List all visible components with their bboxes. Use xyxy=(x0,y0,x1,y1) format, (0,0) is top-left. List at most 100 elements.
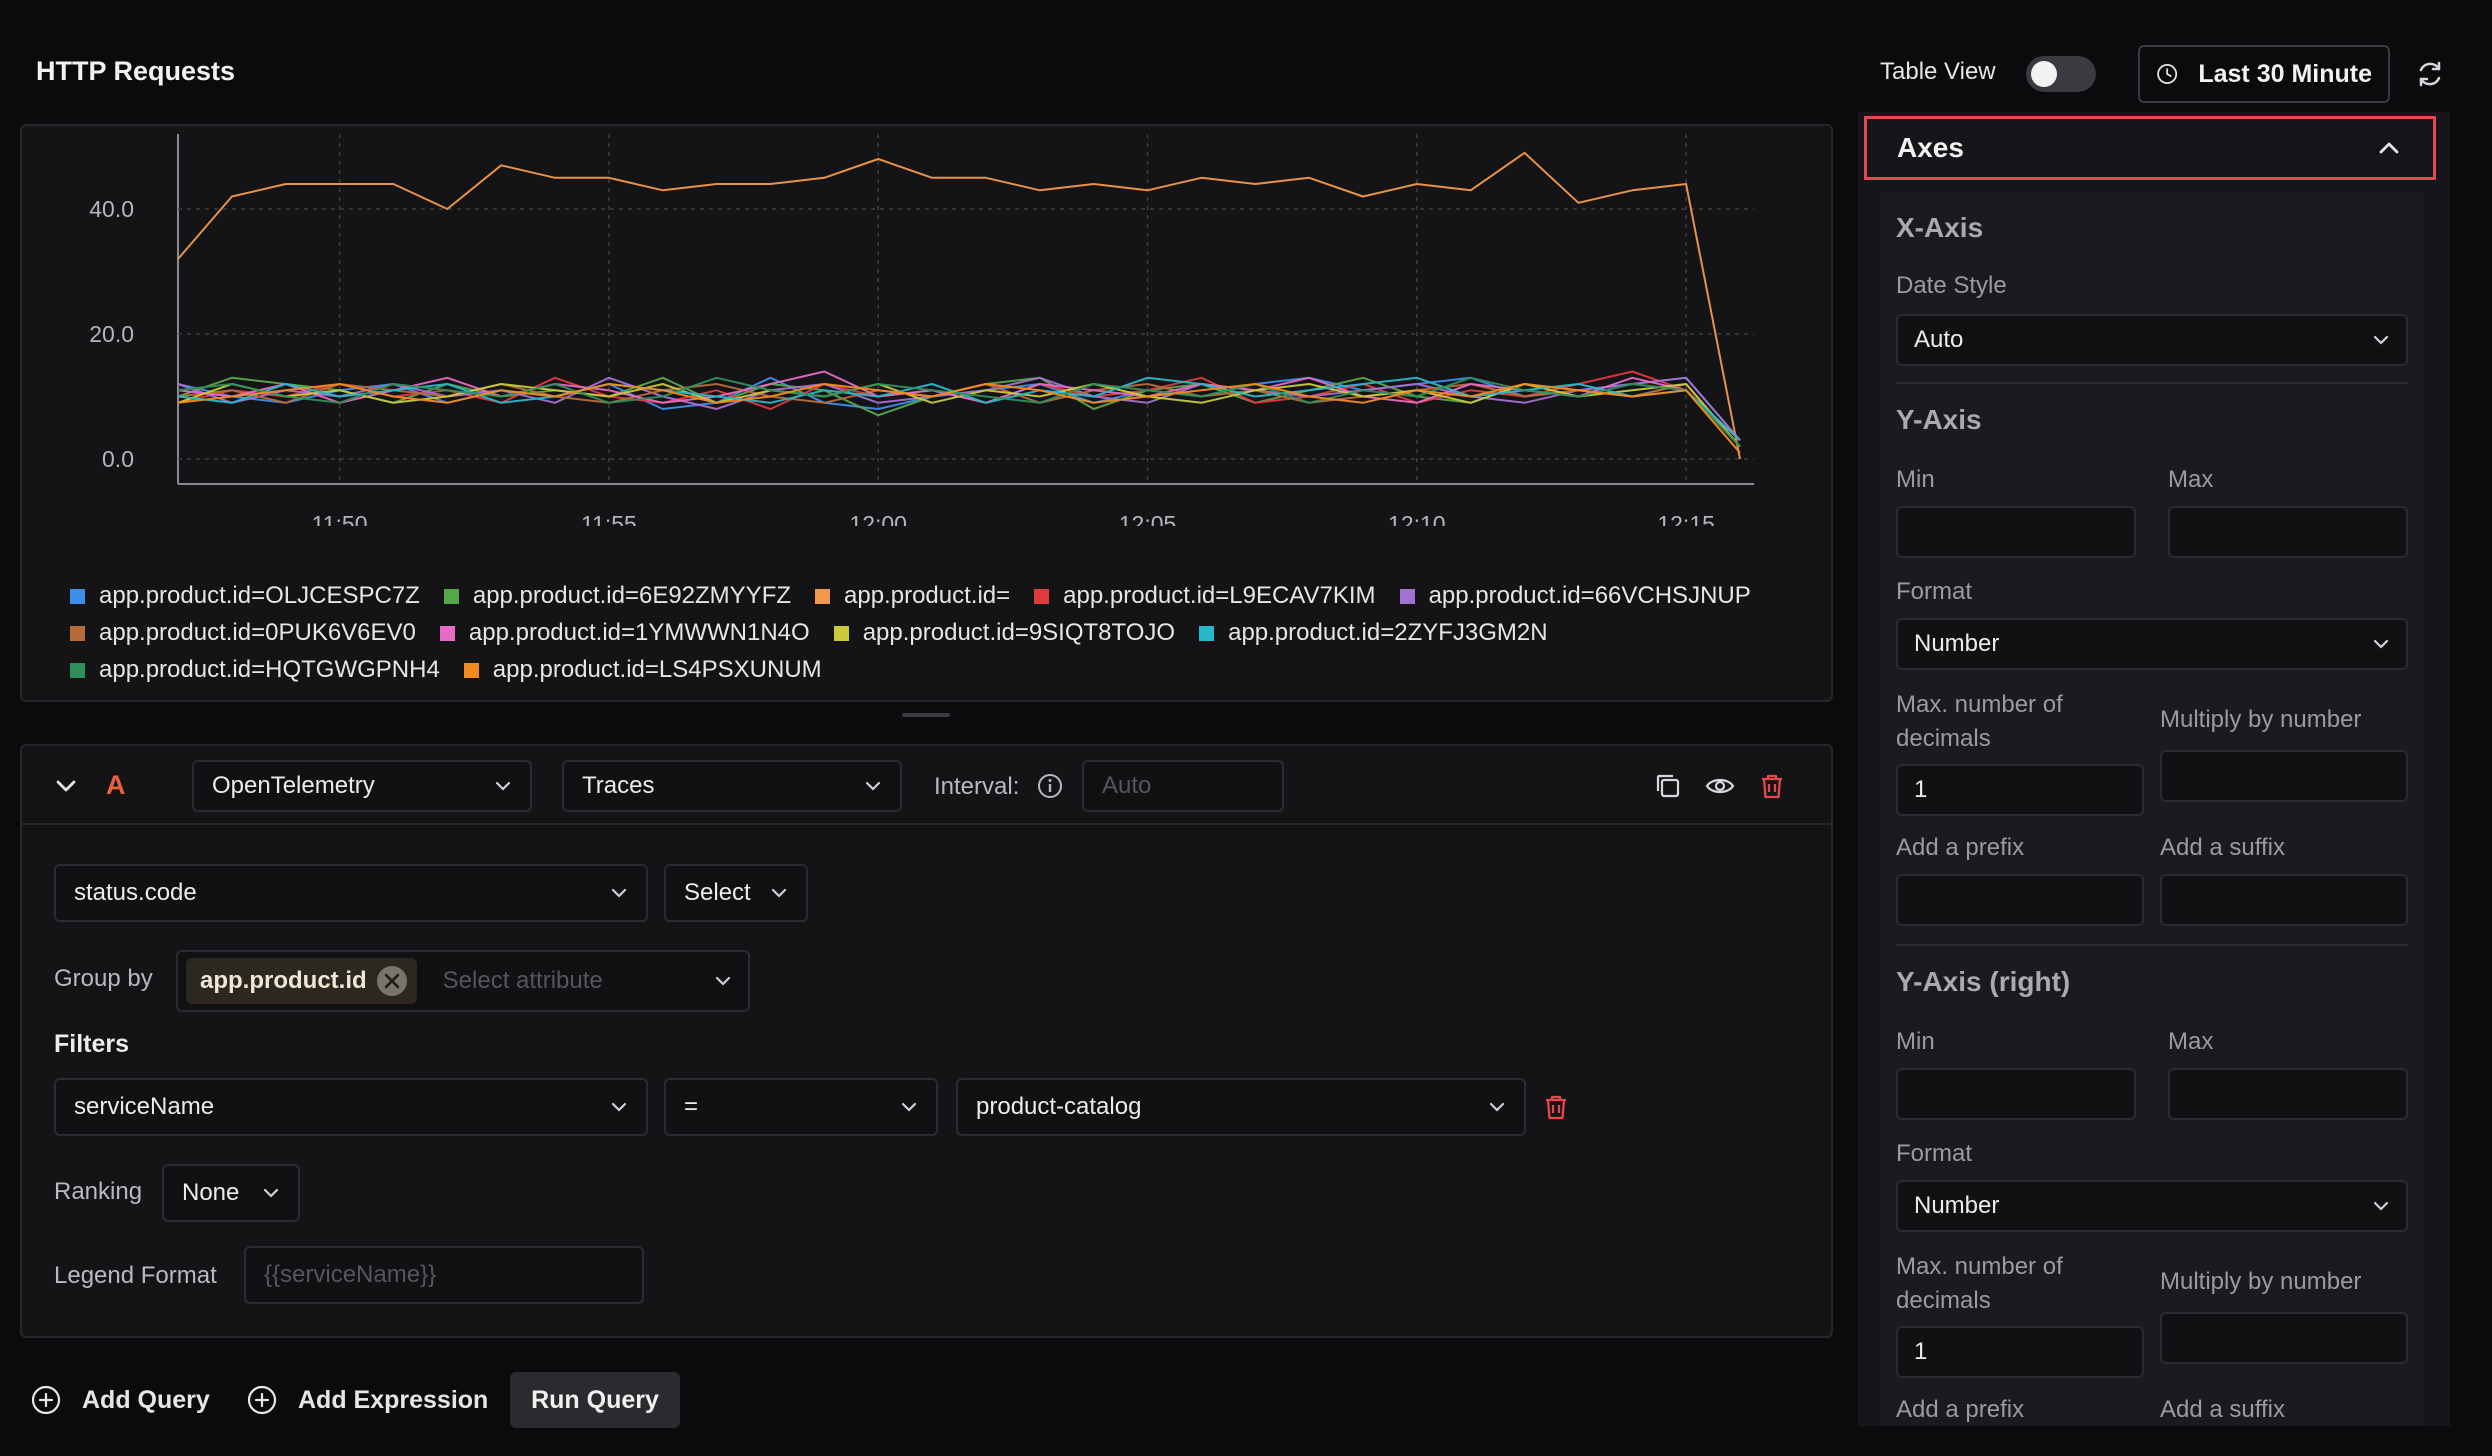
yr-max-input[interactable] xyxy=(2168,1068,2408,1120)
y-multiply-input[interactable] xyxy=(2160,750,2408,802)
date-style-label: Date Style xyxy=(1896,272,2007,299)
divider xyxy=(22,823,1831,825)
chevron-down-icon xyxy=(2373,335,2389,345)
y-tick-label: 20.0 xyxy=(89,321,134,347)
x-tick-label: 12:00 xyxy=(849,511,907,526)
y-max-input[interactable] xyxy=(2168,506,2408,558)
filter-key-select[interactable]: serviceName xyxy=(54,1078,648,1136)
y-axis-right-title: Y-Axis (right) xyxy=(1896,966,2071,997)
yr-decimals-label-line2: decimals xyxy=(1896,1287,1991,1314)
run-query-button[interactable]: Run Query xyxy=(510,1372,680,1428)
legend-label: app.product.id=0PUK6V6EV0 xyxy=(99,619,416,646)
yr-multiply-input[interactable] xyxy=(2160,1312,2408,1364)
legend-swatch xyxy=(833,625,849,641)
time-range-button[interactable]: Last 30 Minute xyxy=(2138,45,2390,103)
legend-swatch xyxy=(815,588,831,604)
legend-item[interactable]: app.product.id=66VCHSJNUP xyxy=(1399,582,1751,610)
x-tick-label: 12:05 xyxy=(1119,511,1177,526)
ranking-label: Ranking xyxy=(54,1178,143,1205)
legend-item[interactable]: app.product.id=1YMWWN1N4O xyxy=(439,619,810,647)
delete-query-icon[interactable] xyxy=(1756,770,1788,802)
legend-swatch xyxy=(70,662,85,678)
add-expression-label: Add Expression xyxy=(298,1385,489,1414)
legend-item[interactable]: app.product.id=L9ECAV7KIM xyxy=(1034,582,1376,610)
legend-label: app.product.id=1YMWWN1N4O xyxy=(468,619,810,646)
filter-operator-value: = xyxy=(684,1093,699,1120)
interval-label: Interval: xyxy=(934,773,1020,800)
delete-filter-icon[interactable] xyxy=(1540,1091,1572,1123)
toggle-knob xyxy=(2031,61,2057,87)
legend-swatch xyxy=(439,625,455,641)
chevron-down-icon xyxy=(771,888,787,898)
legend-label: app.product.id=OLJCESPC7Z xyxy=(99,582,420,609)
legend-item[interactable]: app.product.id=0PUK6V6EV0 xyxy=(70,619,416,647)
legend-format-input[interactable]: {{serviceName}} xyxy=(244,1246,644,1304)
copy-icon[interactable] xyxy=(1652,770,1684,802)
legend-swatch xyxy=(1034,588,1050,604)
legend-label: app.product.id=2ZYFJ3GM2N xyxy=(1228,619,1548,646)
filter-operator-select[interactable]: = xyxy=(664,1078,938,1136)
legend-swatch xyxy=(1199,625,1215,641)
table-view-label: Table View xyxy=(1880,58,1996,85)
series-line-2 xyxy=(177,151,1741,460)
legend-swatch xyxy=(463,662,479,678)
chevron-down-icon xyxy=(263,1188,279,1198)
interval-placeholder: Auto xyxy=(1102,772,1152,799)
axes-section-header[interactable]: Axes xyxy=(1864,116,2436,180)
y-format-label: Format xyxy=(1896,578,1973,605)
y-min-label: Min xyxy=(1896,466,1935,493)
legend-item[interactable]: app.product.id=OLJCESPC7Z xyxy=(70,582,420,610)
group-by-tag-label: app.product.id xyxy=(200,967,367,994)
x-tick-label: 11:55 xyxy=(581,511,637,526)
add-query-button[interactable]: Add Query xyxy=(30,1384,210,1416)
panel-title: HTTP Requests xyxy=(36,56,236,86)
add-expression-button[interactable]: Add Expression xyxy=(246,1384,488,1416)
datasource-select[interactable]: OpenTelemetry xyxy=(192,760,532,812)
legend-item[interactable]: app.product.id=9SIQT8TOJO xyxy=(833,619,1176,647)
yr-min-input[interactable] xyxy=(1896,1068,2136,1120)
legend-label: app.product.id=HQTGWGPNH4 xyxy=(99,656,440,683)
legend-item[interactable]: app.product.id=6E92ZMYYFZ xyxy=(443,582,792,610)
y-decimals-label-line2: decimals xyxy=(1896,725,1991,752)
legend-item[interactable]: app.product.id=LS4PSXUNUM xyxy=(463,656,822,684)
datasource-value: OpenTelemetry xyxy=(212,772,375,799)
group-by-select[interactable]: app.product.id Select attribute xyxy=(176,950,750,1012)
aggregate-attribute-value: status.code xyxy=(74,879,197,906)
interval-input[interactable]: Auto xyxy=(1082,760,1284,812)
y-max-label: Max xyxy=(2168,466,2214,493)
y-suffix-input[interactable] xyxy=(2160,874,2408,926)
refresh-icon[interactable] xyxy=(2414,58,2446,90)
chevron-down-icon xyxy=(2373,639,2389,649)
aggregate-attribute-select[interactable]: status.code xyxy=(54,864,648,922)
yr-decimals-input[interactable]: 1 xyxy=(1896,1326,2144,1378)
axes-title: Axes xyxy=(1897,132,1964,163)
y-format-select[interactable]: Number xyxy=(1896,618,2408,670)
y-decimals-input[interactable]: 1 xyxy=(1896,764,2144,816)
info-icon[interactable] xyxy=(1036,772,1064,800)
remove-tag-icon[interactable] xyxy=(375,964,409,998)
date-style-select[interactable]: Auto xyxy=(1896,314,2408,366)
legend-item[interactable]: app.product.id=HQTGWGPNH4 xyxy=(70,656,440,684)
legend-item[interactable]: app.product.id= xyxy=(815,582,1010,610)
table-view-toggle[interactable] xyxy=(2026,56,2096,92)
collapse-chevron-icon[interactable] xyxy=(52,772,80,800)
y-prefix-input[interactable] xyxy=(1896,874,2144,926)
yr-suffix-label: Add a suffix xyxy=(2160,1396,2285,1423)
signal-select[interactable]: Traces xyxy=(562,760,902,812)
eye-icon[interactable] xyxy=(1704,770,1736,802)
yr-decimals-value: 1 xyxy=(1914,1338,1928,1365)
resize-handle[interactable] xyxy=(902,713,950,717)
legend-label: app.product.id=6E92ZMYYFZ xyxy=(472,582,792,609)
aggregate-op-select[interactable]: Select xyxy=(664,864,808,922)
yr-format-select[interactable]: Number xyxy=(1896,1180,2408,1232)
y-min-input[interactable] xyxy=(1896,506,2136,558)
filter-value-select[interactable]: product-catalog xyxy=(956,1078,1526,1136)
y-format-value: Number xyxy=(1914,630,2000,657)
legend-item[interactable]: app.product.id=2ZYFJ3GM2N xyxy=(1199,619,1548,647)
legend-label: app.product.id=9SIQT8TOJO xyxy=(862,619,1176,646)
x-tick-label: 12:10 xyxy=(1388,511,1446,526)
legend-swatch xyxy=(70,625,85,641)
query-letter: A xyxy=(106,770,126,800)
y-axis-title: Y-Axis xyxy=(1896,404,1982,435)
ranking-select[interactable]: None xyxy=(162,1164,300,1222)
